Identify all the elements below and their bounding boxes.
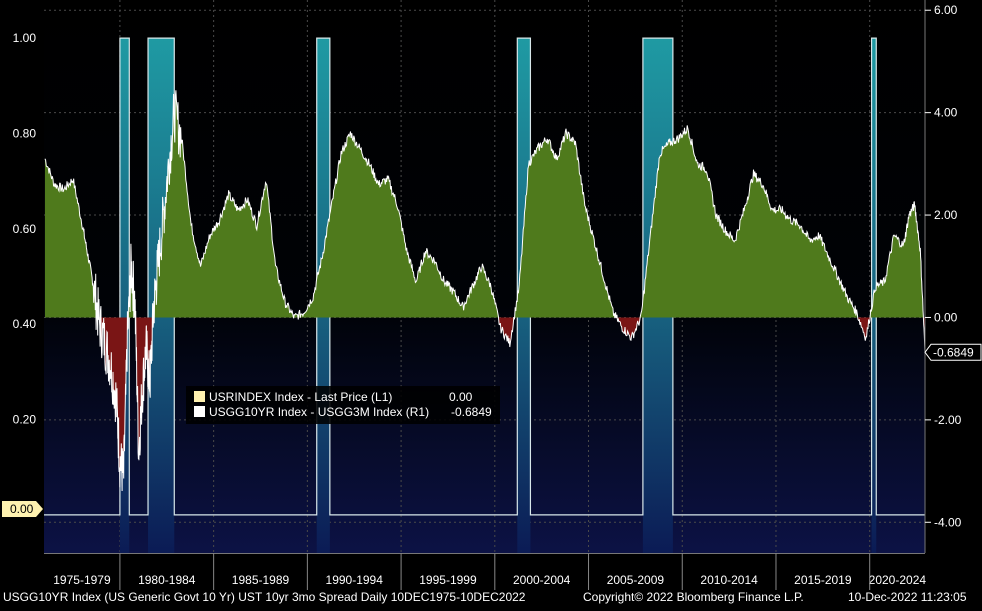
spread-line-layer <box>44 90 925 492</box>
left-tick-label: 0.80 <box>13 126 37 140</box>
left-current-value-tag: 0.00 <box>2 501 43 517</box>
legend-background <box>186 386 500 424</box>
x-tick-label: 1975-1979 <box>53 573 111 587</box>
x-tick-label: 2005-2009 <box>607 573 665 587</box>
right-axis: 6.00 4.00 2.00 0.00 -2.00 -4.00 <box>924 0 962 553</box>
spread-line <box>44 90 925 492</box>
right-tick-label: -4.00 <box>934 515 962 529</box>
legend-value-recession: 0.00 <box>449 390 473 404</box>
x-tick-label: 2010-2014 <box>700 573 758 587</box>
x-tick-label: 1980-1984 <box>138 573 196 587</box>
x-axis: 1975-1979 1980-1984 1985-1989 1990-1994 1995… <box>44 553 926 590</box>
left-axis: 1.00 0.80 0.60 0.40 0.20 <box>13 31 37 426</box>
footer: USGG10YR Index (US Generic Govt 10 Yr) U… <box>3 590 967 604</box>
footer-left: USGG10YR Index (US Generic Govt 10 Yr) U… <box>3 590 526 604</box>
right-tick-label: 2.00 <box>934 208 958 222</box>
legend-swatch-spread <box>194 406 205 417</box>
recession-flag-line <box>44 37 925 516</box>
x-tick-label: 1995-1999 <box>419 573 477 587</box>
x-tick-label: 2000-2004 <box>513 573 571 587</box>
left-tick-label: 1.00 <box>13 31 37 45</box>
right-tick-label: 0.00 <box>934 310 958 324</box>
spread-positive-area <box>44 90 925 318</box>
footer-center: Copyright© 2022 Bloomberg Finance L.P. <box>583 590 804 604</box>
right-tick-label: 4.00 <box>934 106 958 120</box>
legend-label-spread: USGG10YR Index - USGG3M Index (R1) <box>209 405 429 419</box>
x-tick-label: 1985-1989 <box>232 573 290 587</box>
x-tick-label: 2015-2019 <box>794 573 852 587</box>
left-tick-label: 0.20 <box>13 413 37 427</box>
right-tick-label: 6.00 <box>934 3 958 17</box>
legend: USRINDEX Index - Last Price (L1) 0.00 US… <box>186 386 500 424</box>
footer-right: 10-Dec-2022 11:23:05 <box>848 590 967 604</box>
left-tick-label: 0.60 <box>13 222 37 236</box>
recession-period <box>119 38 130 553</box>
spread-area-layer <box>44 90 925 491</box>
right-current-value-tag: -0.6849 <box>924 343 982 361</box>
right-tick-label: -2.00 <box>934 413 962 427</box>
legend-label-recession: USRINDEX Index - Last Price (L1) <box>209 390 392 404</box>
left-tick-label: 0.40 <box>13 317 37 331</box>
x-tick-label: 2020-2024 <box>869 573 927 587</box>
legend-value-spread: -0.6849 <box>451 405 492 419</box>
left-current-value-label: 0.00 <box>10 502 34 516</box>
right-current-value-label: -0.6849 <box>933 345 974 359</box>
legend-swatch-recession <box>194 391 205 402</box>
x-tick-label: 1990-1994 <box>326 573 384 587</box>
